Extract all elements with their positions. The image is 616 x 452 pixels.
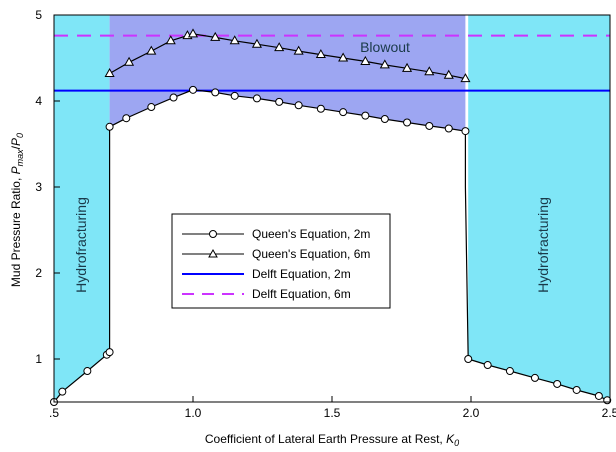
queens-6m-point	[165, 35, 176, 45]
queens-2m-point	[380, 115, 389, 124]
queens-6m-point	[338, 52, 349, 62]
x-tick-label: 2.0	[463, 406, 480, 420]
y-axis-title: Mud Pressure Ratio, Pmax/P0	[9, 133, 25, 287]
queens-2m-point	[122, 114, 131, 123]
queens-6m-point	[187, 28, 199, 38]
queens-6m-point	[402, 62, 413, 72]
queens-2m-point	[83, 367, 92, 376]
queens-2m-point	[252, 94, 261, 103]
queens-2m-point	[461, 127, 470, 136]
queens-2m-point	[530, 373, 539, 382]
queens-6m-point	[315, 49, 326, 59]
queens-2m-point	[444, 124, 453, 133]
queens-6m-point	[274, 42, 285, 52]
queens-2m-point	[105, 122, 114, 131]
hydrofracturing-label-right: Hydrofracturing	[535, 197, 551, 293]
queens-6m-point	[424, 66, 435, 76]
legend-label: Queen's Equation, 6m	[252, 247, 370, 261]
queens-6m-point	[443, 69, 454, 79]
x-tick-label: 2.5	[602, 406, 616, 420]
queens-2m-point	[211, 88, 220, 97]
queens-6m-point	[104, 67, 115, 77]
queens-2m-point	[58, 387, 67, 396]
queens-6m-point	[360, 55, 371, 65]
queens-6m-point	[210, 31, 221, 41]
queens-2m-point	[464, 355, 473, 363]
queens-6m-point	[124, 56, 135, 66]
queens-2m-point	[169, 93, 178, 102]
queens-2m-point	[339, 108, 348, 117]
queens-6m-point	[460, 73, 471, 83]
regions	[54, 15, 610, 402]
queens-2m-point	[483, 361, 492, 370]
x-tick-label: 1.5	[324, 406, 341, 420]
triangle-marker-icon	[208, 248, 218, 258]
legend-item-queens-2m: Queen's Equation, 2m	[182, 227, 370, 241]
legend-item-queens-6m: Queen's Equation, 6m	[182, 247, 370, 261]
legend: Queen's Equation, 2m Queen's Equation, 6…	[171, 213, 391, 309]
queens-2m-point	[572, 385, 581, 394]
queens-2m-point	[505, 367, 514, 376]
x-tick-label: .5	[49, 406, 59, 420]
queens-2m-point	[147, 103, 156, 112]
queens-2m-point	[230, 91, 239, 100]
queens-6m-point	[229, 35, 240, 45]
y-tick-label: 1	[35, 352, 42, 366]
y-tick-label: 2	[35, 266, 42, 280]
queens-6m-point	[146, 45, 157, 55]
y-tick-label: 5	[35, 8, 42, 22]
queens-2m-point	[294, 101, 303, 110]
delft-lines	[54, 34, 610, 92]
legend-label: Delft Equation, 6m	[252, 287, 351, 301]
axis-ticks: .5 1.0 1.5 2.0 2.5 1 2 3 4 5	[35, 8, 616, 420]
queens-2m-point	[316, 104, 325, 113]
blowout-label: Blowout	[360, 39, 410, 55]
y-tick-label: 4	[35, 94, 42, 108]
legend-box	[171, 213, 391, 309]
legend-label: Queen's Equation, 2m	[252, 227, 370, 241]
queens-2m-point	[361, 111, 370, 120]
queens-2m-point	[275, 97, 284, 106]
queens-2m-point	[189, 85, 197, 94]
hydrofracturing-region-left	[54, 15, 110, 402]
legend-item-delft-2m: Delft Equation, 2m	[182, 267, 351, 281]
queens-2m-point	[425, 121, 434, 130]
queens-6m-point	[379, 59, 390, 69]
legend-label: Delft Equation, 2m	[252, 267, 351, 281]
circle-marker-icon	[209, 230, 217, 238]
legend-item-delft-6m: Delft Equation, 6m	[182, 287, 351, 301]
hydrofracturing-label-left: Hydrofracturing	[73, 197, 89, 293]
y-tick-label: 3	[35, 180, 42, 194]
queens-2m-point	[553, 379, 562, 388]
queens-6m-point	[293, 45, 304, 55]
queens-2m-point	[105, 348, 114, 357]
queens-2m-point	[594, 391, 603, 400]
queens-2m-point	[403, 118, 412, 127]
queens-6m-point	[251, 38, 262, 48]
hydrofracturing-region-right	[468, 15, 610, 402]
x-tick-label: 1.0	[185, 406, 202, 420]
blowout-region	[109, 15, 466, 132]
x-axis-title: Coefficient of Lateral Earth Pressure at…	[205, 432, 459, 448]
queens-series	[50, 28, 612, 406]
